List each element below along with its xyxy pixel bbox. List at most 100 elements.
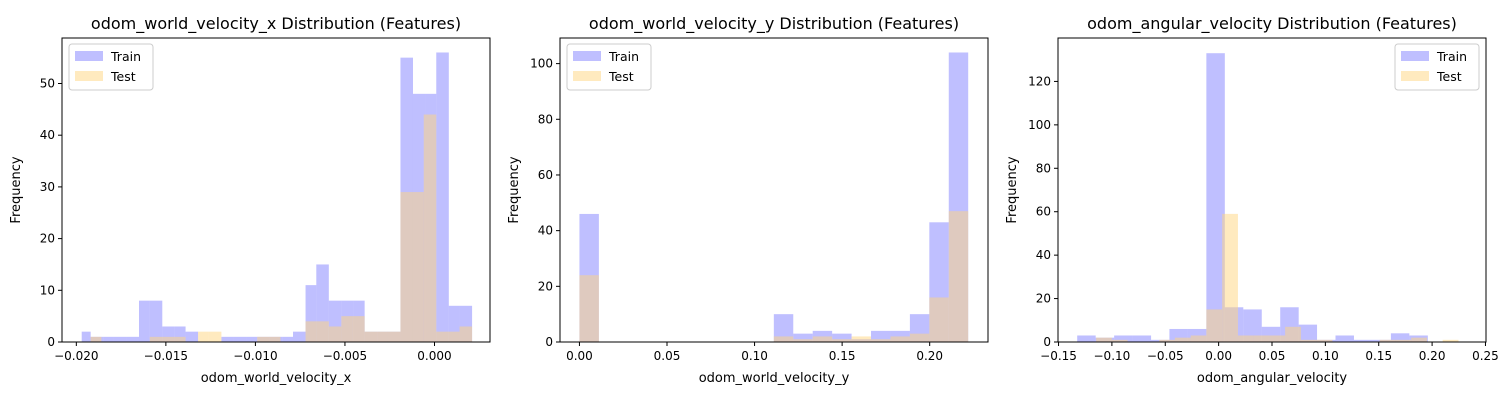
test-bar [1222, 213, 1238, 342]
test-bar [1442, 339, 1459, 342]
y-tick-label: 60 [1036, 205, 1051, 219]
test-bar [341, 316, 353, 342]
test-bar [305, 321, 317, 342]
test-bar [1111, 339, 1128, 342]
train-bar [185, 331, 199, 342]
chart-title: odom_world_velocity_y Distribution (Feat… [589, 14, 959, 34]
test-bar [198, 331, 209, 342]
y-tick-label: 10 [40, 283, 55, 297]
y-tick-label: 50 [40, 76, 55, 90]
test-bar [832, 339, 852, 342]
train-bar [174, 326, 186, 342]
chart-title: odom_angular_velocity Distribution (Feat… [1087, 14, 1457, 34]
train-bar [436, 52, 449, 342]
y-tick-label: 80 [538, 112, 553, 126]
x-tick-label: −0.005 [323, 349, 367, 363]
test-bar [436, 331, 449, 342]
bars [81, 52, 473, 342]
train-bar [773, 314, 794, 342]
test-bar [208, 331, 222, 342]
y-tick-label: 0 [545, 335, 553, 349]
x-tick-label: −0.15 [1040, 349, 1077, 363]
test-bar [162, 336, 175, 342]
legend-label-train: Train [110, 49, 141, 64]
x-tick-label: 0.000 [417, 349, 451, 363]
x-tick-label: −0.015 [144, 349, 188, 363]
train-bar [1243, 309, 1262, 342]
y-axis-label: Frequency [9, 156, 24, 223]
train-bar [233, 336, 247, 342]
test-bar [1174, 337, 1191, 342]
chart-panel-1: −0.020 −0.015 −0.010 −0.005 0.000 0 10 20 30 40 50… [9, 14, 491, 386]
y-tick-label: 40 [40, 128, 55, 142]
train-bar [793, 333, 813, 342]
train-bar [1353, 339, 1373, 342]
x-tick-label: 0.00 [566, 349, 593, 363]
test-bar [1395, 339, 1412, 342]
legend: Train Test [566, 43, 652, 91]
x-tick-label: 0.05 [654, 349, 681, 363]
legend: Train Test [68, 43, 154, 91]
test-bar [90, 336, 102, 342]
x-axis-label: odom_world_velocity_x [201, 371, 352, 386]
y-tick-label: 120 [1028, 74, 1051, 88]
x-tick-label: 0.15 [1365, 349, 1392, 363]
test-bar [352, 316, 365, 342]
y-tick-label: 0 [47, 335, 55, 349]
train-bar [305, 285, 317, 342]
x-tick-label: 0.15 [829, 349, 856, 363]
test-bar [412, 192, 424, 342]
test-bar [1300, 339, 1317, 342]
bars [579, 52, 969, 342]
x-tick-label: 0.05 [1259, 349, 1286, 363]
test-bar [459, 326, 473, 342]
train-bar [221, 336, 234, 342]
x-tick-label: −0.05 [1147, 349, 1184, 363]
train-bar [1298, 324, 1318, 342]
x-tick-label: 0.10 [741, 349, 768, 363]
test-bar [1096, 337, 1112, 342]
test-bar [1285, 326, 1301, 342]
test-bar [448, 331, 460, 342]
train-bar [832, 333, 852, 342]
test-bar [812, 336, 833, 342]
test-bar [871, 339, 891, 342]
test-bar [929, 297, 949, 342]
test-bar [1269, 335, 1286, 342]
legend-swatch-test [75, 71, 103, 81]
train-bar [1077, 335, 1096, 342]
test-bar [269, 336, 281, 342]
x-tick-label: −0.10 [1094, 349, 1131, 363]
train-bar [81, 331, 91, 342]
y-tick-label: 20 [538, 279, 553, 293]
x-tick-label: 0.20 [916, 349, 943, 363]
test-bar [387, 331, 401, 342]
train-bar [139, 300, 150, 342]
test-bar [890, 336, 910, 342]
test-bar [851, 336, 872, 342]
y-tick-label: 20 [40, 232, 55, 246]
x-tick-label: 0.25 [1472, 349, 1499, 363]
test-bar [1159, 339, 1175, 342]
y-tick-label: 80 [1036, 161, 1051, 175]
legend-swatch-test [573, 71, 601, 81]
bars [1077, 53, 1459, 342]
y-axis-label: Frequency [507, 156, 522, 223]
train-bar [1335, 335, 1354, 342]
train-bar [149, 300, 163, 342]
axes-frame [61, 37, 491, 343]
train-bar [103, 336, 114, 342]
train-bar [282, 336, 294, 342]
test-bar [1316, 339, 1333, 342]
test-bar [909, 333, 930, 342]
train-bar [871, 330, 891, 342]
x-tick-label: 0.00 [1205, 349, 1232, 363]
chart-panel-3: −0.15 −0.10 −0.05 0.00 0.05 0.10 0.15 0.20 0.25 0… [1005, 14, 1499, 386]
x-tick-label: −0.020 [54, 349, 98, 363]
x-tick-label: −0.010 [233, 349, 277, 363]
x-tick-label: 0.10 [1312, 349, 1339, 363]
test-bar [423, 114, 437, 342]
test-bar [316, 321, 329, 342]
